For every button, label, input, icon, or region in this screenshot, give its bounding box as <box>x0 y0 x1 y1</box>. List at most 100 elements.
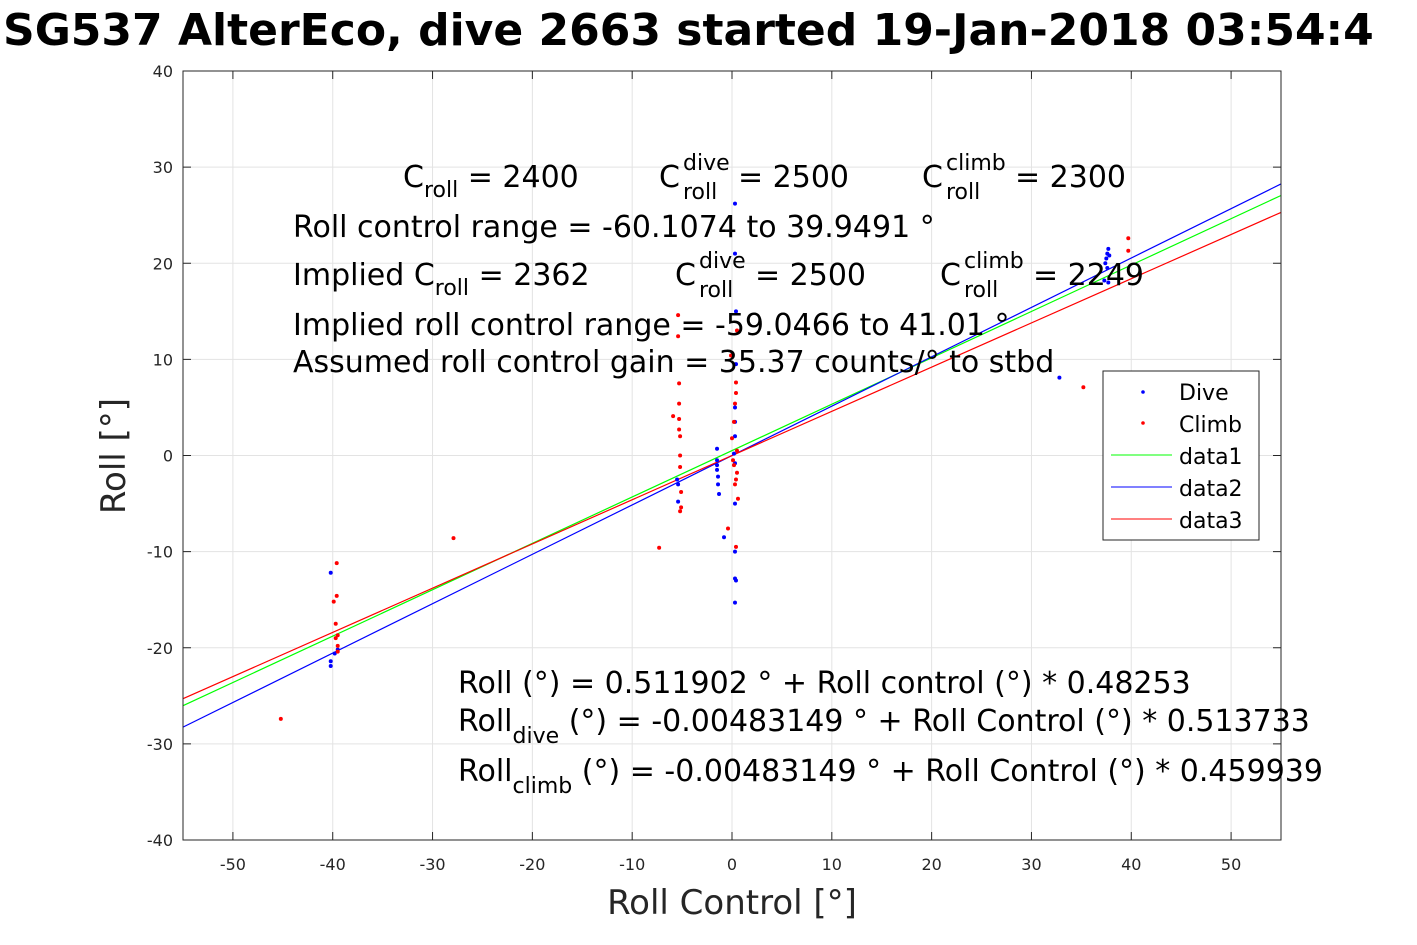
dive-point <box>1057 375 1062 380</box>
climb-point <box>333 621 338 626</box>
climb-point <box>733 477 738 482</box>
data-points <box>278 201 1131 721</box>
fit-lines <box>182 183 1282 728</box>
dive-point <box>1106 280 1111 285</box>
x-tick-label: 10 <box>822 855 842 874</box>
climb-point <box>730 436 734 441</box>
fit-dive-equation: Rolldive (°) = -0.00483149 ° + Roll Cont… <box>458 704 1310 749</box>
climb-point <box>278 716 283 721</box>
dive-point <box>332 651 337 656</box>
dive-point <box>732 549 737 554</box>
x-tick-label: -20 <box>519 855 545 874</box>
dive-point <box>715 446 720 451</box>
x-axis-label: Roll Control [°] <box>607 883 857 923</box>
x-tick-label: -50 <box>220 855 246 874</box>
dive-point <box>676 499 681 504</box>
implied-c-roll-climb-sub: roll <box>964 278 998 303</box>
climb-point <box>678 509 683 514</box>
implied-c-roll-climb-sup: climb <box>964 249 1024 274</box>
legend-data2-label: data2 <box>1179 477 1243 502</box>
dive-point <box>1106 246 1111 251</box>
x-tick-label: 0 <box>727 855 737 874</box>
implied-c-roll-annotation: Implied Croll = 2362 <box>293 258 590 301</box>
y-axis-label: Roll [°] <box>94 398 134 514</box>
climb-point <box>335 649 340 654</box>
climb-point <box>1081 385 1086 390</box>
y-tick-label: -30 <box>147 735 173 754</box>
climb-point <box>677 427 682 432</box>
climb-point <box>678 453 683 458</box>
climb-point <box>657 545 662 550</box>
dive-point <box>716 474 721 479</box>
legend-climb-marker <box>1141 421 1145 425</box>
c-roll-climb-sub: roll <box>946 180 980 205</box>
dive-point <box>732 251 737 256</box>
climb-point <box>679 490 684 495</box>
climb-point <box>676 313 681 318</box>
climb-point <box>726 526 731 531</box>
dive-point <box>675 477 680 482</box>
dive-point <box>1103 261 1108 266</box>
dive-point <box>733 578 738 583</box>
legend-data3-label: data3 <box>1179 509 1243 534</box>
dive-point <box>676 482 681 487</box>
dive-point <box>732 501 737 506</box>
climb-point <box>731 419 736 424</box>
climb-point <box>732 482 737 487</box>
dive-point <box>328 664 333 669</box>
c-roll-climb-annotation: C <box>922 160 943 195</box>
climb-point <box>734 328 739 333</box>
climb-point <box>679 505 684 510</box>
dive-point <box>715 467 720 472</box>
climb-point <box>729 353 734 358</box>
fit-line-data3 <box>182 211 1282 700</box>
climb-point <box>733 380 738 385</box>
c-roll-dive-sup: dive <box>683 151 730 176</box>
chart-title: SG537 AlterEco, dive 2663 started 19-Jan… <box>3 5 1374 56</box>
dive-point <box>733 362 738 367</box>
climb-point <box>735 496 740 501</box>
x-tick-label: -40 <box>320 855 346 874</box>
climb-point <box>734 470 739 475</box>
y-tick-label: 0 <box>163 447 173 466</box>
x-tick-label: 40 <box>1121 855 1141 874</box>
dive-point <box>715 458 720 463</box>
climb-point <box>733 544 738 549</box>
dive-point <box>1107 253 1112 258</box>
fit-line-data1 <box>182 194 1282 707</box>
fit-all-equation: Roll (°) = 0.511902 ° + Roll control (°)… <box>458 666 1191 701</box>
climb-point <box>333 636 338 641</box>
implied-c-roll-climb-annotation: C <box>940 258 961 293</box>
x-tick-label: 30 <box>1021 855 1041 874</box>
y-tick-label: -20 <box>147 639 173 658</box>
dive-point <box>715 463 720 468</box>
dive-point <box>1102 278 1107 283</box>
implied-c-roll-dive-sub: roll <box>699 278 733 303</box>
x-tick-label: -10 <box>619 855 645 874</box>
dive-point <box>328 570 333 575</box>
y-tick-label: 10 <box>153 350 173 369</box>
legend-climb-label: Climb <box>1179 413 1242 438</box>
legend-dive-marker <box>1141 390 1145 394</box>
climb-point <box>335 633 340 638</box>
y-tick-label: -40 <box>147 831 173 850</box>
info-annotations: Croll = 2400 C dive roll = 2500 C climb … <box>293 151 1323 799</box>
c-roll-dive-value: = 2500 <box>738 160 849 195</box>
y-tick-label: 40 <box>153 62 173 81</box>
climb-point <box>730 458 735 463</box>
dive-point <box>732 600 737 605</box>
y-tick-label: -10 <box>147 543 173 562</box>
climb-point <box>733 391 738 396</box>
climb-point <box>731 463 736 468</box>
legend-dive-label: Dive <box>1179 381 1229 406</box>
dive-point <box>733 309 738 314</box>
implied-range: Implied roll control range = -59.0466 to… <box>293 308 1010 343</box>
x-tick-label: 20 <box>921 855 941 874</box>
dive-point <box>328 659 333 664</box>
climb-point <box>677 381 682 386</box>
climb-point <box>451 536 456 541</box>
c-roll-dive-sub: roll <box>683 180 717 205</box>
climb-point <box>331 599 336 604</box>
implied-c-roll-dive-annotation: C <box>675 258 696 293</box>
